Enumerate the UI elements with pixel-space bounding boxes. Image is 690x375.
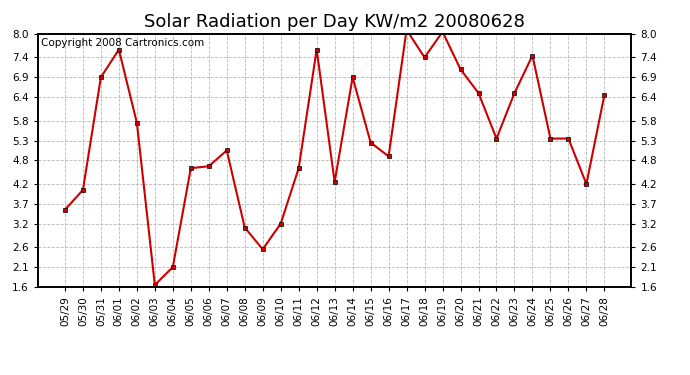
Title: Solar Radiation per Day KW/m2 20080628: Solar Radiation per Day KW/m2 20080628 (144, 13, 525, 31)
Text: Copyright 2008 Cartronics.com: Copyright 2008 Cartronics.com (41, 38, 204, 48)
